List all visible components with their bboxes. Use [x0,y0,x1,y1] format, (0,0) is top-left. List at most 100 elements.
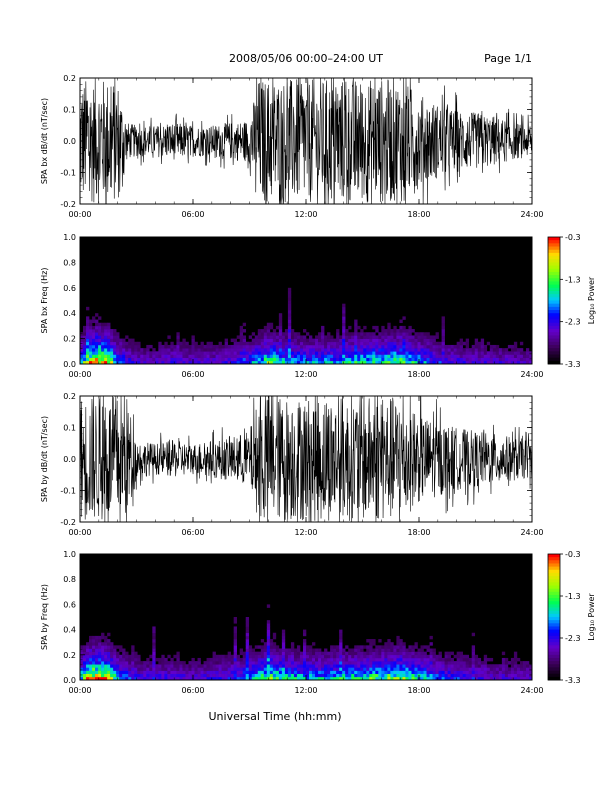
spectrogram-cell [230,338,234,343]
spectrogram-cell [152,651,156,656]
spectrogram-cell [393,348,397,352]
spectrogram-cell [381,354,385,358]
spectrogram-cell [131,661,135,665]
spectrogram-cell [110,357,114,362]
spectrogram-cell [405,348,409,352]
spectrogram-cell [360,360,364,365]
spectrogram-cell [324,664,328,668]
colorbar-segment [548,635,560,640]
spectrogram-cell [375,360,379,365]
spectrogram-cell [462,348,466,352]
spectrogram-cell [504,664,509,668]
spectrogram-cell [426,360,430,365]
spectrogram-cell [302,673,307,678]
spectrogram-cell [167,344,171,349]
spectrogram-cell [519,351,524,355]
spectrogram-cell [257,344,262,349]
spectrogram-cell [215,348,219,352]
spectrogram-cell [242,360,247,365]
spectrogram-cell [221,360,225,365]
spectrogram-cell [260,648,265,652]
spectrogram-cell [519,341,524,346]
spectrogram-cell [110,344,114,349]
spectrogram-cell [293,335,298,339]
spectrogram-cell [477,351,482,355]
spectrogram-cell [242,335,247,339]
spectrogram-cell [137,676,141,681]
spectrogram-cell [432,348,436,352]
spectrogram-cell [453,360,457,365]
spectrogram-cell [525,673,530,678]
spectrogram-cell [119,338,123,343]
spectrogram-cell [339,639,343,643]
spectrogram-cell [504,357,509,362]
spectrogram-cell [95,657,99,662]
spectrogram-cell [236,348,240,352]
spectrogram-cell [95,329,99,333]
spectrogram-cell [486,354,491,358]
x-tick-label: 00:00 [68,528,91,537]
spectrogram-cell [89,648,93,652]
spectrogram-cell [209,357,213,362]
spectrogram-cell [146,354,150,358]
x-tick-label: 12:00 [294,686,317,695]
spectrogram-cell [149,673,153,678]
spectrogram-cell [203,354,207,358]
spectrogram-cell [375,654,379,659]
spectrogram-cell [266,626,271,630]
spectrogram-cell [363,654,367,659]
spectrogram-cell [110,651,114,656]
spectrogram-cell [152,348,156,352]
spectrogram-cell [98,341,102,346]
spectrogram-cell [260,667,265,671]
spectrogram-cell [119,351,123,355]
spectrogram-cell [381,335,385,339]
spectrogram-cell [158,344,162,349]
spectrogram-cell [302,354,307,358]
spectrogram-cell [293,354,298,358]
colorbar-segment [548,645,560,649]
spectrogram-cell [218,354,222,358]
spectrogram-cell [215,357,219,362]
spectrogram-cell [299,673,304,678]
spectrogram-cell [92,639,96,643]
colorbar-segment [548,294,560,298]
spectrogram-cell [489,657,494,662]
spectrogram-cell [116,344,120,349]
spectrogram-cell [251,651,256,656]
spectrogram-cell [110,335,114,339]
spectrogram-cell [173,360,177,365]
spectrogram-cell [465,354,470,358]
spectrogram-cell [98,673,102,678]
spectrogram-cell [257,348,262,352]
spectrogram-cell [342,316,346,320]
spectrogram-cell [239,661,244,665]
spectrogram-cell [179,344,183,349]
spectrogram-cell [324,357,328,362]
spectrogram-cell [423,357,427,362]
x-tick-label: 06:00 [181,528,204,537]
spectrogram-cell [426,348,430,352]
spectrogram-cell [242,661,247,665]
spectrogram-cell [182,670,186,674]
spectrogram-cell [269,341,274,346]
spectrogram-cell [327,341,331,346]
spectrogram-cell [260,670,265,674]
spectrogram-cell [432,654,436,659]
spectrogram-cell [98,338,102,343]
spectrogram-cell [501,670,506,674]
spectrogram-cell [158,357,162,362]
spectrogram-cell [134,341,138,346]
spectrogram-cell [411,348,415,352]
spectrogram-cell [381,332,385,336]
spectrogram-cell [221,676,225,681]
spectrogram-cell [348,348,352,352]
colorbar-segment [548,588,560,593]
spectrogram-cell [281,645,286,649]
spectrogram-cell [281,341,286,346]
spectrogram-cell [336,332,340,336]
spectrogram-cell [257,673,262,678]
spectrogram-cell [372,673,376,678]
spectrogram-cell [278,332,283,336]
spectrogram-cell [239,648,244,652]
